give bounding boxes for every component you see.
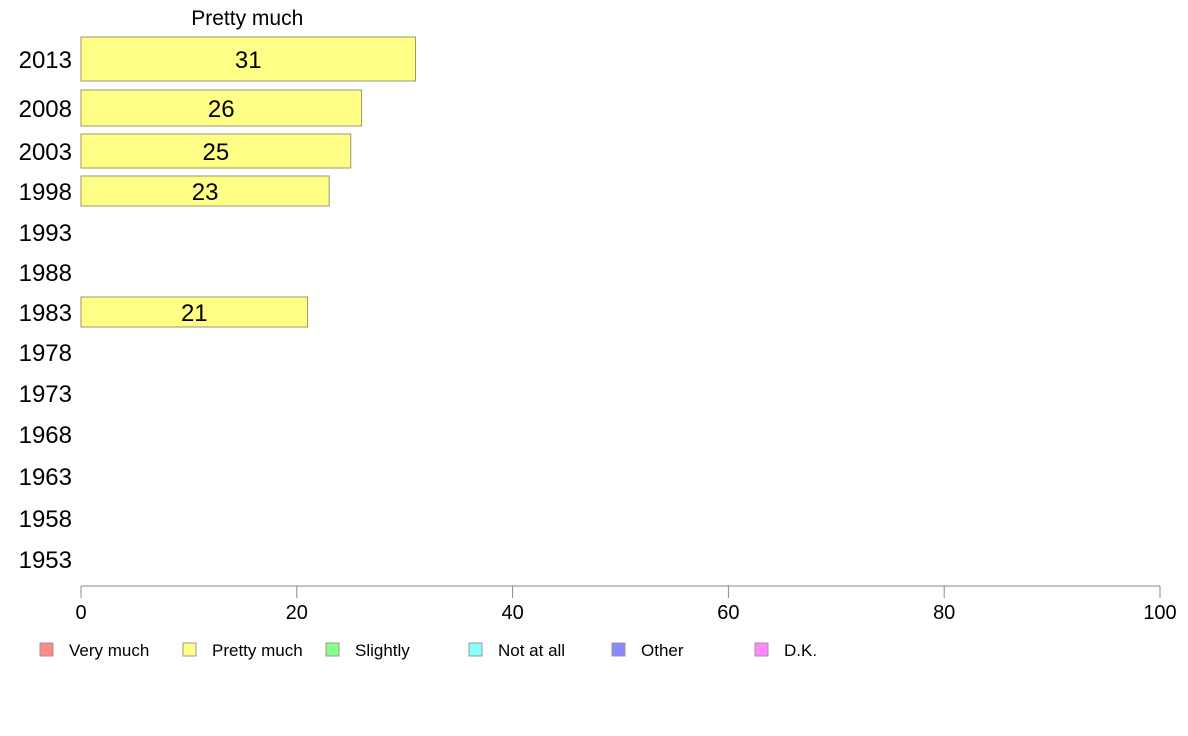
- x-tick-label-0: 0: [75, 602, 86, 624]
- category-label-1963: 1963: [19, 464, 72, 491]
- data-label-2013: 31: [235, 47, 262, 74]
- category-label-2013: 2013: [19, 47, 72, 74]
- legend-label-1: Pretty much: [212, 641, 303, 660]
- legend-swatch-4: [611, 642, 626, 657]
- data-label-2008: 26: [208, 96, 235, 123]
- chart-title: Pretty much: [191, 7, 303, 30]
- x-tick-label-20: 20: [286, 602, 308, 624]
- category-label-1958: 1958: [19, 506, 72, 533]
- data-label-2003: 25: [203, 139, 230, 166]
- category-label-1953: 1953: [19, 547, 72, 574]
- x-tick-label-80: 80: [933, 602, 955, 624]
- category-label-2008: 2008: [19, 96, 72, 123]
- bar-1983: [80, 296, 309, 328]
- legend-label-2: Slightly: [355, 641, 410, 660]
- legend-label-5: D.K.: [784, 641, 817, 660]
- legend-swatch-1: [182, 642, 197, 657]
- x-tick-label-100: 100: [1143, 602, 1176, 624]
- legend-swatch-0: [39, 642, 54, 657]
- category-label-1993: 1993: [19, 220, 72, 247]
- bar-1998: [80, 175, 330, 207]
- legend-label-3: Not at all: [498, 641, 565, 660]
- category-label-1973: 1973: [19, 381, 72, 408]
- bar-2003: [80, 133, 352, 169]
- category-label-2003: 2003: [19, 139, 72, 166]
- x-tick-label-60: 60: [717, 602, 739, 624]
- category-label-1983: 1983: [19, 300, 72, 327]
- legend: Very much Pretty much Slightly Not at all Ot…: [39, 641, 817, 660]
- data-label-1998: 23: [192, 179, 219, 206]
- bar-2008: [80, 89, 363, 127]
- category-label-1998: 1998: [19, 179, 72, 206]
- legend-swatch-2: [325, 642, 340, 657]
- data-label-1983: 21: [181, 300, 208, 327]
- category-label-1978: 1978: [19, 340, 72, 367]
- category-label-1988: 1988: [19, 260, 72, 287]
- legend-swatch-3: [468, 642, 483, 657]
- bar-2013: [80, 36, 416, 82]
- category-labels: 2013 2008 2003 1998 1993 1988 1983 1978 1973 1968…: [19, 47, 72, 574]
- category-label-1968: 1968: [19, 422, 72, 449]
- x-tick-label-40: 40: [501, 602, 523, 624]
- x-axis: 0 20 40 60 80 100: [75, 585, 1177, 624]
- legend-swatch-5: [754, 642, 769, 657]
- legend-label-0: Very much: [69, 641, 149, 660]
- legend-label-4: Other: [641, 641, 684, 660]
